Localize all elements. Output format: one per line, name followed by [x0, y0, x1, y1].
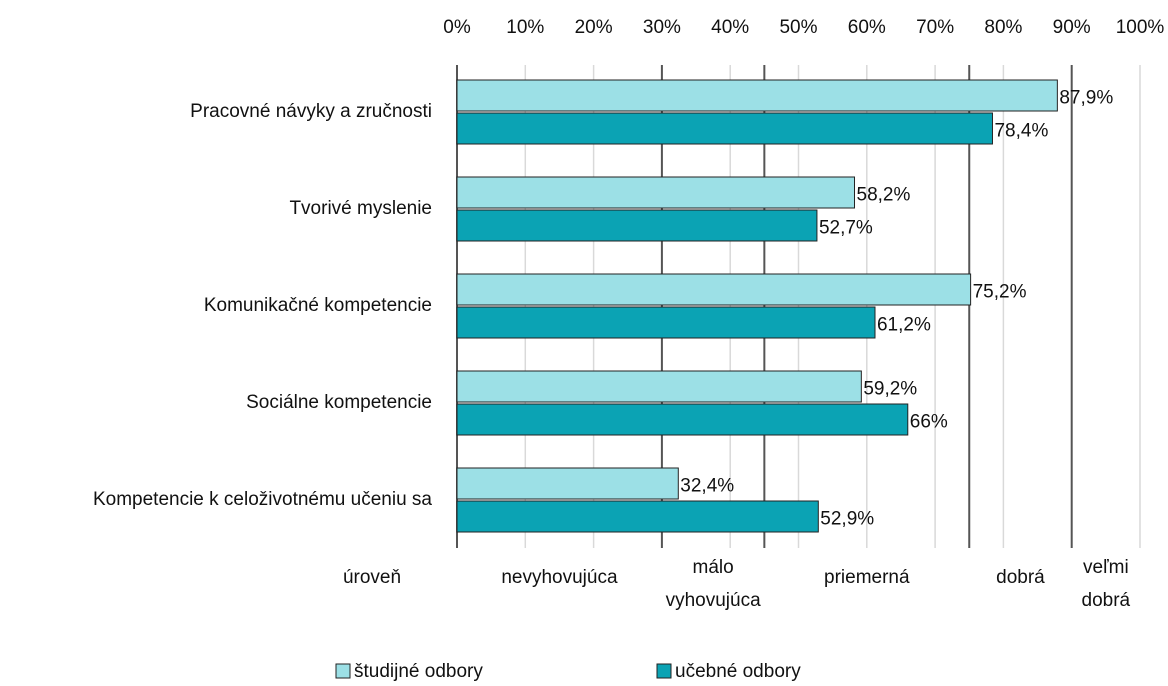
level-label: veľmi — [1083, 557, 1129, 578]
x-tick-label: 30% — [643, 17, 681, 38]
x-tick-label: 80% — [984, 17, 1022, 38]
data-label: 75,2% — [973, 282, 1027, 303]
data-label: 32,4% — [680, 476, 734, 497]
x-tick-label: 0% — [443, 17, 471, 38]
level-title: úroveň — [343, 567, 401, 588]
level-label: dobrá — [996, 567, 1045, 588]
x-tick-label: 70% — [916, 17, 954, 38]
data-label: 58,2% — [857, 185, 911, 206]
data-label: 61,2% — [877, 315, 931, 336]
level-label: málo — [693, 557, 734, 578]
legend-label: učebné odbory — [675, 661, 801, 682]
x-tick-label: 100% — [1116, 17, 1165, 38]
level-label: vyhovujúca — [666, 590, 761, 611]
bar — [456, 370, 862, 403]
category-label: Pracovné návyky a zručnosti — [190, 101, 432, 122]
x-tick-label: 50% — [779, 17, 817, 38]
data-label: 52,9% — [820, 509, 874, 530]
x-tick-label: 20% — [575, 17, 613, 38]
bar — [456, 500, 819, 533]
bar — [456, 403, 909, 436]
level-label: priemerná — [824, 567, 910, 588]
bar — [456, 112, 993, 145]
x-tick-label: 10% — [506, 17, 544, 38]
level-label: nevyhovujúca — [501, 567, 618, 588]
x-tick-label: 90% — [1053, 17, 1091, 38]
data-label: 52,7% — [819, 218, 873, 239]
category-label: Tvorivé myslenie — [289, 198, 432, 219]
legend-swatch — [656, 663, 672, 679]
x-tick-label: 60% — [848, 17, 886, 38]
category-label: Komunikačné kompetencie — [204, 295, 432, 316]
category-label: Sociálne kompetencie — [246, 392, 432, 413]
bar — [456, 176, 856, 209]
data-label: 66% — [910, 412, 948, 433]
data-label: 78,4% — [994, 121, 1048, 142]
level-label: dobrá — [1082, 590, 1131, 611]
bar — [456, 79, 1058, 112]
bar — [456, 209, 818, 242]
data-label: 59,2% — [863, 379, 917, 400]
legend-label: študijné odbory — [354, 661, 483, 682]
bar — [456, 273, 972, 306]
category-label: Kompetencie k celoživotnému učeniu sa — [93, 489, 432, 510]
legend-swatch — [335, 663, 351, 679]
x-tick-label: 40% — [711, 17, 749, 38]
data-label: 87,9% — [1059, 88, 1113, 109]
bar — [456, 306, 876, 339]
bar — [456, 467, 679, 500]
